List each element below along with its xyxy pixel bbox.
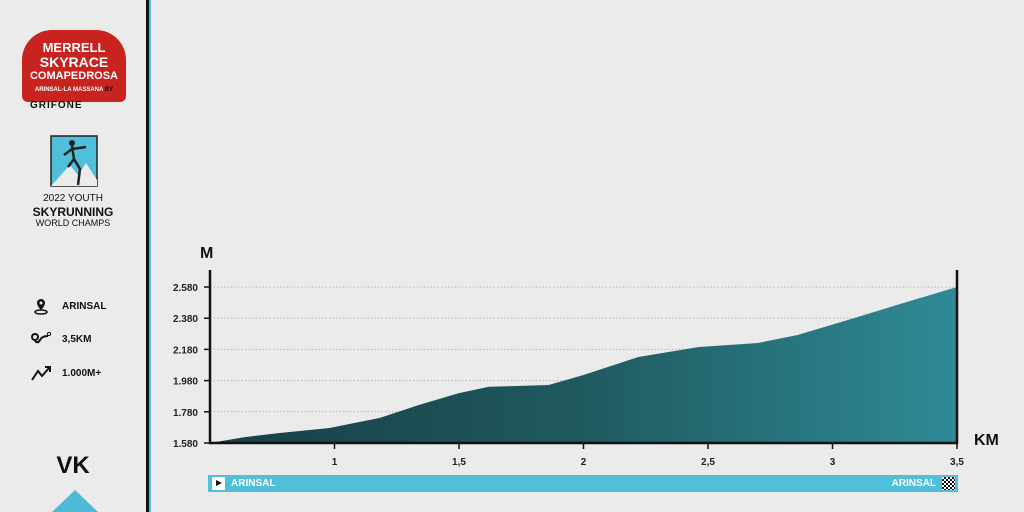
info-distance: 3,5KM (30, 330, 91, 348)
skyrunning-champs-logo (50, 135, 98, 187)
sidebar: MERRELL SKYRACE COMAPEDROSA ARINSAL-LA M… (0, 0, 146, 512)
x-tick-label: 3 (830, 457, 836, 468)
elevation-gain-icon (31, 366, 51, 381)
champ-line1: 2022 YOUTH (43, 193, 103, 204)
info-location: ARINSAL (30, 297, 106, 315)
y-tick-label: 1.580 (173, 439, 198, 450)
info-elevation: 1.000M+ (30, 364, 101, 382)
location-pin-icon (34, 299, 48, 315)
info-location-label: ARINSAL (62, 300, 107, 312)
elevation-profile-area (210, 287, 957, 443)
y-tick-label: 2.180 (173, 345, 198, 356)
sidebar-divider (146, 0, 149, 512)
y-tick-label: 1.780 (173, 408, 198, 419)
x-tick-label: 2 (581, 457, 587, 468)
grifone-logo: GRIFONE (30, 100, 83, 111)
y-axis-title: M (200, 245, 213, 262)
route-distance-icon (31, 331, 52, 344)
y-tick-label: 2.380 (173, 314, 198, 325)
y-tick-label: 2.580 (173, 283, 198, 294)
x-tick-label: 1 (332, 457, 338, 468)
route-start-label: ARINSAL (231, 478, 276, 489)
sidebar-divider-accent (149, 0, 151, 512)
route-finish-label: ARINSAL (891, 478, 936, 489)
x-axis-title: KM (974, 432, 999, 449)
merrell-skyrace-logo: MERRELL SKYRACE COMAPEDROSA ARINSAL-LA M… (18, 24, 130, 116)
x-tick-label: 1,5 (452, 457, 466, 468)
champ-line3: WORLD CHAMPS (35, 218, 111, 228)
checkered-flag-icon (942, 477, 955, 490)
champ-line2: SKYRUNNING (32, 205, 114, 219)
play-icon (212, 477, 225, 490)
x-tick-label: 2,5 (701, 457, 715, 468)
info-distance-label: 3,5KM (62, 333, 92, 345)
route-finish: ARINSAL (892, 477, 955, 490)
route-start: ARINSAL (212, 477, 275, 490)
info-elevation-label: 1.000M+ (62, 367, 102, 379)
race-selector-triangle[interactable] (52, 490, 98, 512)
route-bar: ARINSAL ARINSAL (208, 475, 958, 492)
race-code: VK (56, 452, 90, 479)
x-tick-label: 3,5 (950, 457, 964, 468)
y-tick-label: 1.980 (173, 377, 198, 388)
